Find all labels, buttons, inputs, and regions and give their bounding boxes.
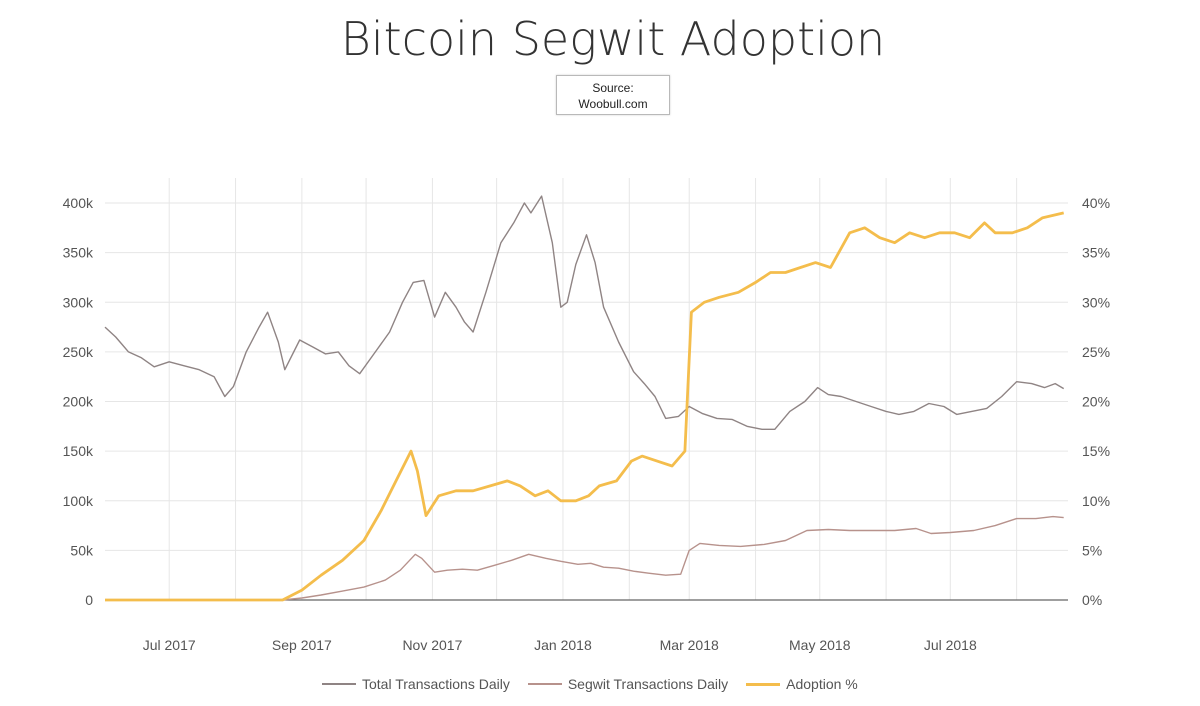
y-left-tick-label: 100k: [63, 493, 94, 509]
y-left-tick-label: 50k: [70, 542, 94, 558]
legend-label-total: Total Transactions Daily: [362, 676, 510, 692]
legend-item-adoption[interactable]: Adoption %: [746, 676, 858, 692]
source-site: Woobull.com: [578, 97, 648, 111]
y-right-tick-label: 0%: [1082, 592, 1102, 608]
y-left-tick-label: 150k: [63, 443, 94, 459]
legend-item-segwit[interactable]: Segwit Transactions Daily: [527, 676, 729, 692]
x-tick-label: Jul 2017: [143, 637, 196, 653]
legend-swatch-adoption: [746, 682, 781, 686]
y-left-tick-label: 250k: [63, 344, 94, 360]
y-right-tick-label: 40%: [1082, 195, 1110, 211]
legend-label-adoption: Adoption %: [786, 676, 858, 692]
x-tick-label: May 2018: [789, 637, 851, 653]
legend-swatch-total: [322, 683, 356, 685]
series-total-transactions: [104, 195, 1065, 430]
source-box: Source: Woobull.com: [556, 75, 670, 115]
legend-swatch-segwit: [527, 683, 562, 685]
legend-item-total[interactable]: Total Transactions Daily: [322, 676, 510, 692]
y-right-tick-label: 20%: [1082, 394, 1110, 410]
y-left-tick-label: 200k: [63, 394, 94, 410]
y-right-tick-label: 5%: [1082, 542, 1102, 558]
y-left-tick-label: 0: [85, 592, 93, 608]
y-left-tick-label: 400k: [63, 195, 94, 211]
y-right-tick-label: 25%: [1082, 344, 1110, 360]
y-right-tick-label: 30%: [1082, 294, 1110, 310]
x-tick-label: Sep 2017: [272, 637, 332, 653]
y-left-tick-label: 350k: [63, 245, 94, 261]
series-adoption-percent: [105, 211, 1065, 602]
y-right-tick-label: 35%: [1082, 245, 1110, 261]
legend: Total Transactions Daily Segwit Transact…: [322, 676, 858, 692]
legend-label-segwit: Segwit Transactions Daily: [567, 676, 729, 692]
y-right-tick-label: 10%: [1082, 493, 1110, 509]
y-left-tick-label: 300k: [63, 294, 94, 310]
source-label: Source:: [592, 81, 634, 95]
series-segwit-transactions: [105, 515, 1064, 601]
x-tick-label: Mar 2018: [660, 637, 719, 653]
x-tick-label: Nov 2017: [402, 637, 462, 653]
x-tick-label: Jan 2018: [534, 637, 592, 653]
y-right-tick-label: 15%: [1082, 443, 1110, 459]
chart-title: Bitcoin Segwit Adoption: [340, 12, 886, 66]
x-tick-label: Jul 2018: [924, 637, 977, 653]
